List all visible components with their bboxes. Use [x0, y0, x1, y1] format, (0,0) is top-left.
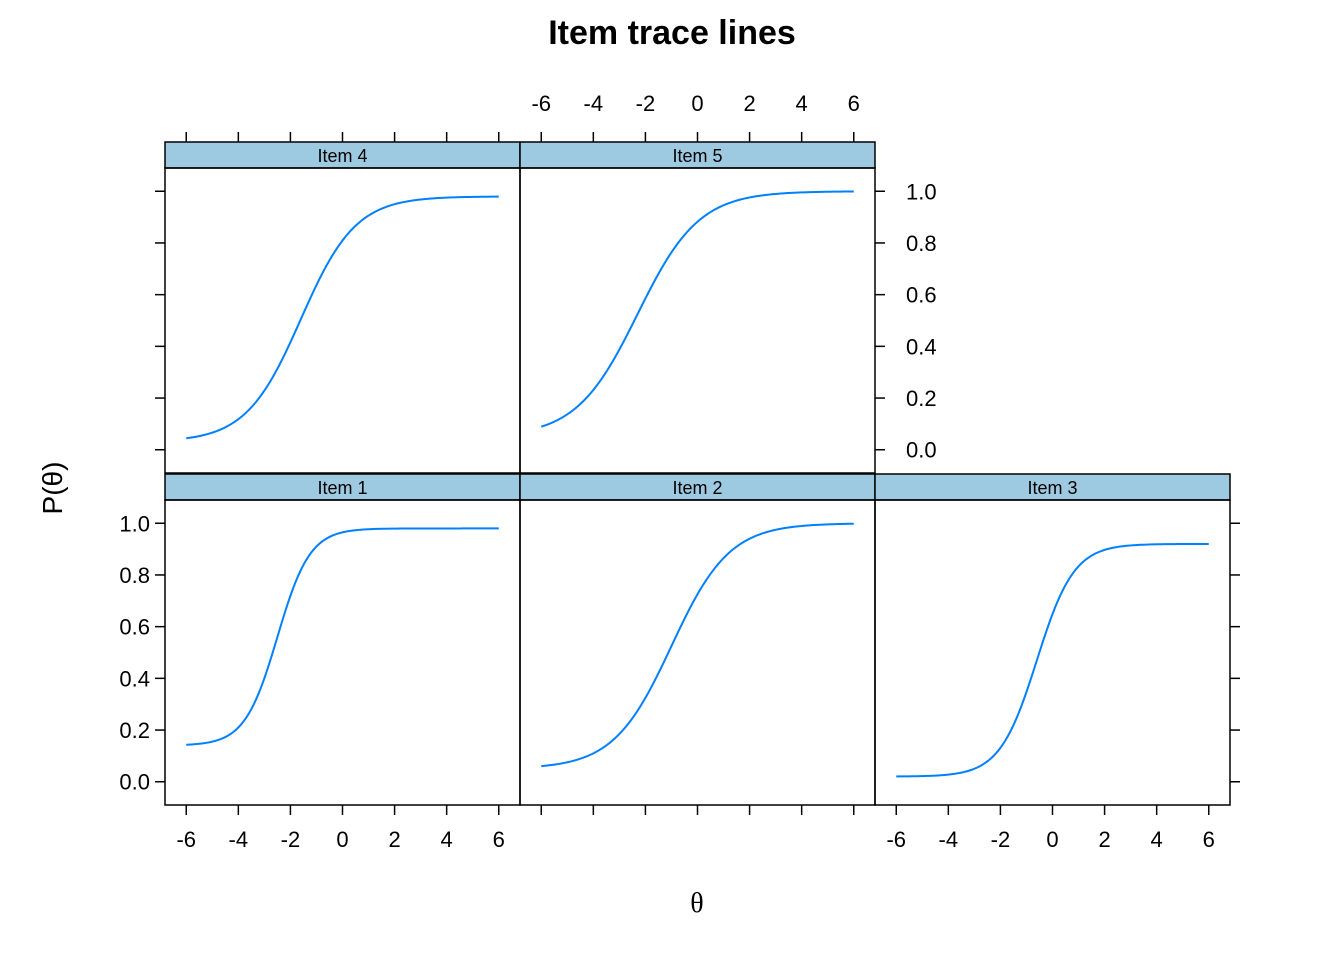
trace-line: [896, 542, 1209, 778]
axes-group: -6 -4 -2 0 2 4 6 -6 -4 -2 0 2 4 6 -6 -4 -2 0 2 4 6 0.0 0.2 0.4 0…: [119, 91, 1240, 852]
panel-item-2: Item 2: [519, 473, 876, 806]
y-tick-label: 0.2: [906, 386, 937, 411]
x-tick-label: -6: [176, 827, 196, 852]
trace-line: [186, 195, 499, 440]
x-tick-label: 6: [493, 827, 505, 852]
panel-item-1: Item 1: [164, 473, 521, 806]
trace-line: [540, 190, 854, 428]
panel-frame: [164, 167, 521, 474]
y-tick-label: 0.8: [119, 563, 150, 588]
panels-group: Item 1 Item 2 Item 3 Item 4 Item 5: [164, 141, 1231, 806]
x-tick-label: 0: [691, 91, 703, 116]
x-tick-label: 2: [743, 91, 755, 116]
x-tick-label: -4: [939, 827, 959, 852]
y-tick-label: 1.0: [906, 179, 937, 204]
x-tick-label: -4: [229, 827, 249, 852]
x-tick-label: 2: [388, 827, 400, 852]
panel-item-4: Item 4: [164, 141, 521, 474]
panel-strip-label: Item 4: [317, 146, 367, 166]
x-tick-label: -6: [886, 827, 906, 852]
chart-title: Item trace lines: [548, 14, 796, 52]
x-tick-label: 6: [1203, 827, 1215, 852]
y-tick-label: 0.0: [119, 770, 150, 795]
x-tick-label: -2: [636, 91, 656, 116]
x-tick-label: -4: [584, 91, 604, 116]
y-tick-label: 1.0: [119, 511, 150, 536]
x-tick-label: 0: [1046, 827, 1058, 852]
x-tick-label: 0: [336, 827, 348, 852]
x-tick-label: -2: [281, 827, 301, 852]
x-tick-label: -2: [991, 827, 1011, 852]
panel-frame: [519, 499, 876, 806]
x-tick-label: 4: [1151, 827, 1163, 852]
x-tick-label: 6: [848, 91, 860, 116]
x-tick-label: 4: [796, 91, 808, 116]
panel-strip-label: Item 5: [672, 146, 722, 166]
x-axis-title: θ: [690, 888, 703, 919]
y-tick-label: 0.4: [906, 334, 937, 359]
panel-frame: [519, 167, 876, 474]
x-tick-label: 2: [1098, 827, 1110, 852]
y-tick-label: 0.0: [906, 438, 937, 463]
panel-strip-label: Item 2: [672, 478, 722, 498]
panel-strip-label: Item 1: [317, 478, 367, 498]
y-tick-label: 0.6: [119, 615, 150, 640]
panel-item-5: Item 5: [519, 141, 876, 474]
x-tick-label: -6: [531, 91, 551, 116]
y-tick-label: 0.8: [906, 231, 937, 256]
trace-line: [186, 527, 499, 746]
y-tick-label: 0.6: [906, 283, 937, 308]
y-tick-label: 0.2: [119, 718, 150, 743]
panel-strip-label: Item 3: [1027, 478, 1077, 498]
panel-frame: [164, 499, 521, 806]
x-tick-label: 4: [441, 827, 453, 852]
trace-line: [541, 522, 854, 768]
y-tick-label: 0.4: [119, 666, 150, 691]
panel-strip: [519, 473, 876, 501]
panel-strip: [164, 473, 521, 501]
panel-item-3: Item 3: [874, 473, 1231, 806]
y-axis-title: P(θ): [37, 462, 68, 515]
panel-frame: [874, 499, 1231, 806]
